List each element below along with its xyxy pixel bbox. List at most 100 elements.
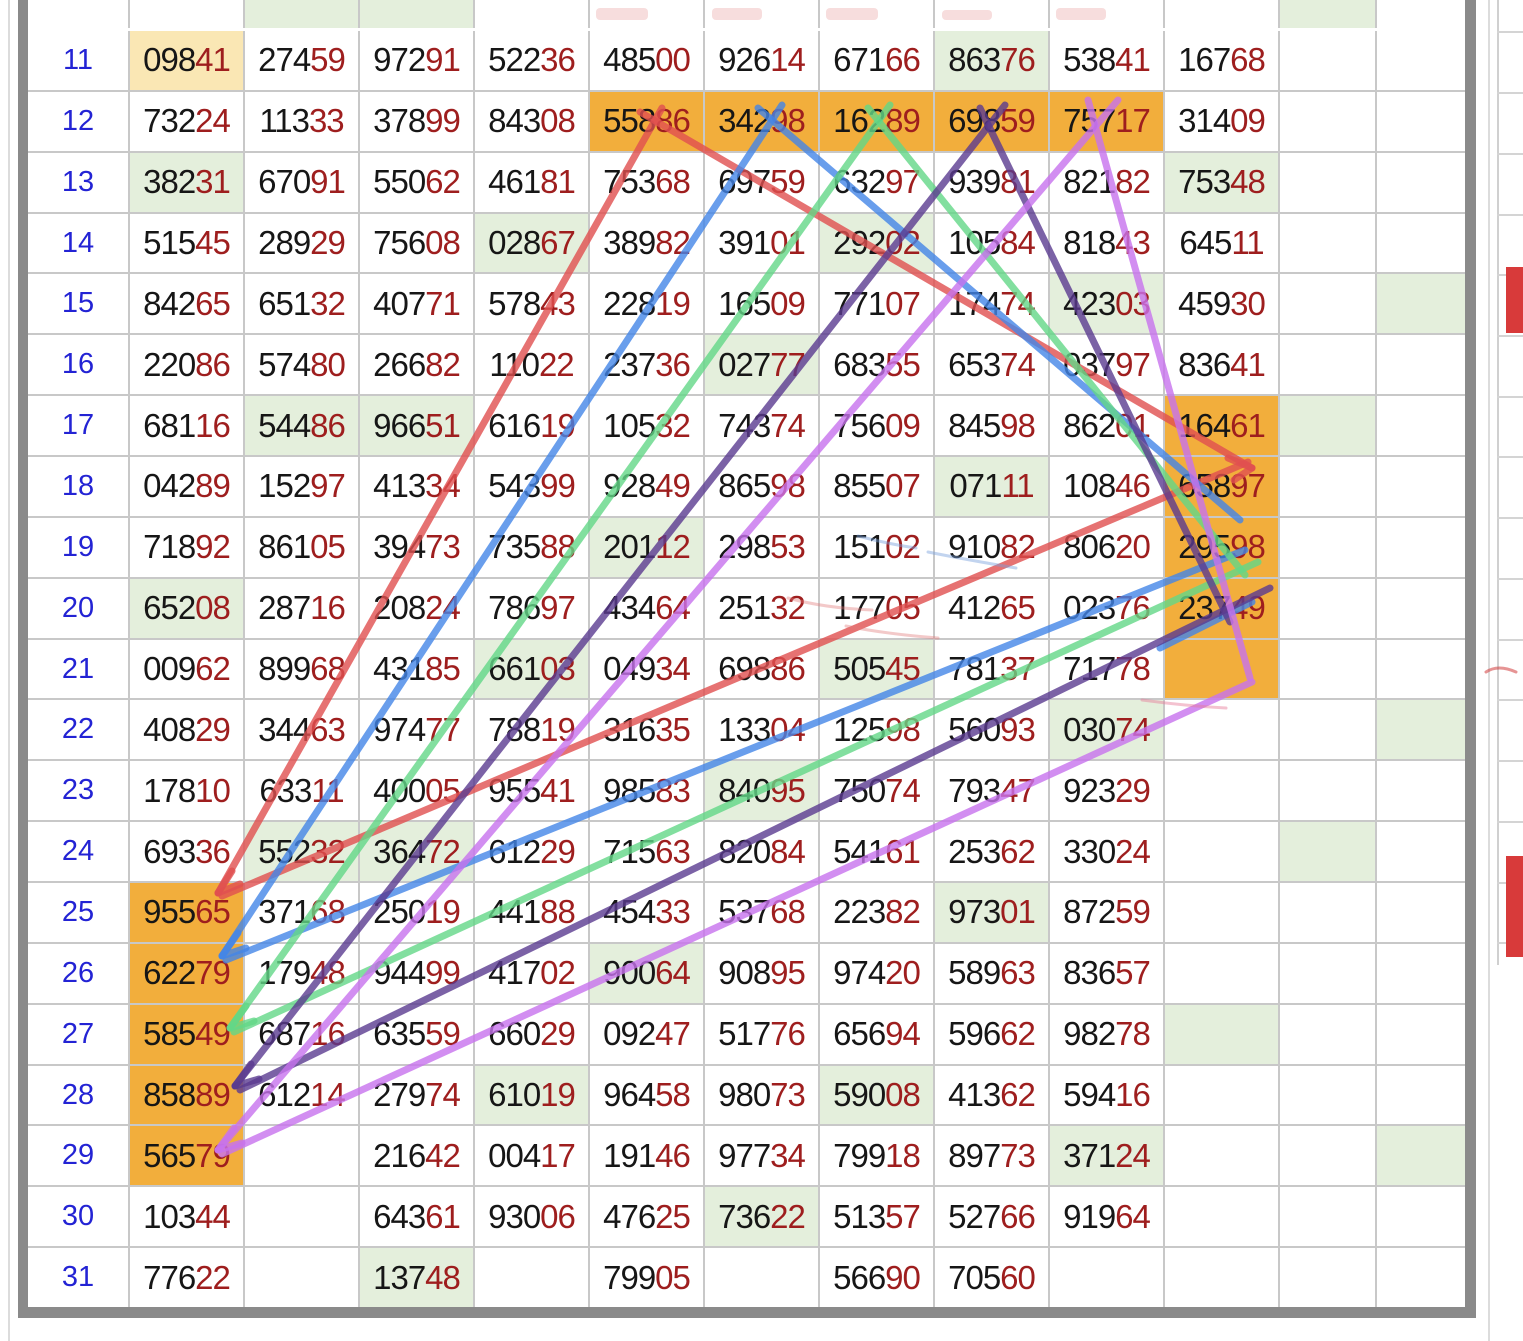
number-cell: 840 95 (705, 761, 818, 821)
number-cell: 632 97 (820, 152, 933, 212)
number-cell: 228 19 (590, 274, 703, 334)
digits-last2: 82 (655, 224, 691, 261)
digits-last2: 76 (1115, 589, 1151, 627)
number-cell: 845 98 (935, 396, 1048, 456)
number-cell: 756 08 (360, 213, 473, 273)
digits-last2: 10 (195, 771, 231, 809)
digits-last2: 07 (885, 467, 921, 505)
table-border-bottom (18, 1307, 1476, 1318)
digits-main: 030 (1063, 710, 1116, 748)
number-cell: 382 31 (130, 152, 243, 212)
digits-last2: 55 (885, 345, 921, 383)
digits-main: 578 (488, 284, 541, 322)
number-cell: 718 92 (130, 517, 243, 577)
digits-main: 566 (833, 1258, 886, 1296)
number-cell: 820 84 (705, 822, 818, 882)
digits-main: 364 (373, 832, 426, 870)
number-cell: 287 16 (245, 578, 358, 638)
digits-last2: 41 (1115, 41, 1151, 79)
digits-main: 522 (488, 41, 541, 79)
digits-main: 394 (373, 528, 426, 566)
digits-last2: 24 (1115, 832, 1151, 870)
digits-main: 537 (718, 893, 771, 931)
digits-last2: 82 (885, 893, 921, 931)
number-cell: 105 32 (590, 396, 703, 456)
digits-last2: 65 (1000, 589, 1036, 627)
number-cell (1377, 943, 1465, 1003)
number-cell (1280, 457, 1375, 516)
number-cell: 237 49 (1165, 578, 1278, 638)
digits-last2: 08 (885, 1076, 921, 1114)
number-cell: 565 79 (130, 1126, 243, 1186)
number-grid: 11 098 41 274 59 972 91 522 36 485 00 926 14 671 66 863… (28, 31, 1465, 1308)
digits-main: 594 (1063, 1076, 1116, 1114)
number-cell (1280, 639, 1375, 699)
number-cell (1165, 1126, 1278, 1186)
digits-main: 253 (948, 832, 1001, 870)
digits-last2: 09 (1230, 102, 1266, 140)
number-cell: 237 36 (590, 335, 703, 395)
digits-main: 178 (143, 771, 196, 809)
digits-last2: 33 (655, 893, 691, 931)
digits-main: 980 (718, 1076, 771, 1114)
number-cell: 799 18 (820, 1126, 933, 1186)
digits-last2: 29 (310, 224, 346, 261)
number-cell: 220 86 (130, 335, 243, 395)
number-cell (360, 0, 473, 28)
digits-last2: 41 (1230, 345, 1266, 383)
number-cell: 715 63 (590, 822, 703, 882)
digits-last2: 89 (195, 467, 231, 505)
digits-main: 939 (948, 163, 1001, 201)
digits-last2: 32 (770, 589, 806, 627)
number-cell: 612 29 (475, 822, 588, 882)
digits-main: 527 (948, 1197, 1001, 1235)
digits-last2: 18 (885, 1136, 921, 1174)
number-cell: 643 61 (360, 1187, 473, 1247)
digits-main: 092 (603, 1015, 656, 1053)
mini-table-row-line (1497, 335, 1523, 337)
digits-main: 151 (833, 528, 886, 566)
digits-last2: 73 (1000, 1136, 1036, 1174)
digits-main: 899 (258, 650, 311, 688)
number-cell: 908 95 (705, 943, 818, 1003)
digits-last2: 95 (770, 954, 806, 992)
digits-last2: 44 (195, 1197, 231, 1235)
digits-last2: 63 (655, 832, 691, 870)
number-cell (245, 0, 358, 28)
digits-main: 643 (373, 1197, 426, 1235)
number-cell (1280, 883, 1375, 942)
number-cell (1280, 91, 1375, 151)
digits-main: 574 (258, 345, 311, 383)
digits-main: 718 (143, 528, 196, 566)
number-cell (1165, 943, 1278, 1003)
digits-main: 220 (143, 345, 196, 383)
digits-last2: 58 (655, 1076, 691, 1114)
number-cell (1377, 639, 1465, 699)
right-gutter-line (1488, 0, 1490, 1341)
table-border-left (18, 0, 28, 1318)
digits-last2: 32 (310, 832, 346, 870)
digits-main: 389 (603, 224, 656, 261)
digits-main: 897 (948, 1136, 1001, 1174)
number-cell: 622 79 (130, 943, 243, 1003)
digits-main: 515 (143, 224, 196, 261)
digits-last2: 59 (1000, 102, 1036, 140)
number-cell: 670 91 (245, 152, 358, 212)
number-cell: 098 41 (130, 31, 243, 90)
digits-main: 382 (143, 163, 196, 201)
number-cell: 459 30 (1165, 274, 1278, 334)
digits-last2: 34 (655, 650, 691, 688)
number-cell (1377, 700, 1465, 760)
digits-main: 651 (258, 284, 311, 322)
number-cell (1280, 335, 1375, 395)
digits-main: 517 (718, 1015, 771, 1053)
number-cell (1377, 578, 1465, 638)
mini-table-row-line (1497, 214, 1523, 216)
digits-main: 004 (488, 1136, 541, 1174)
digits-last2: 32 (310, 284, 346, 322)
digits-last2: 83 (655, 771, 691, 809)
number-cell: 454 33 (590, 883, 703, 942)
number-cell (1165, 1004, 1278, 1064)
number-cell (1377, 1187, 1465, 1247)
number-cell: 732 24 (130, 91, 243, 151)
